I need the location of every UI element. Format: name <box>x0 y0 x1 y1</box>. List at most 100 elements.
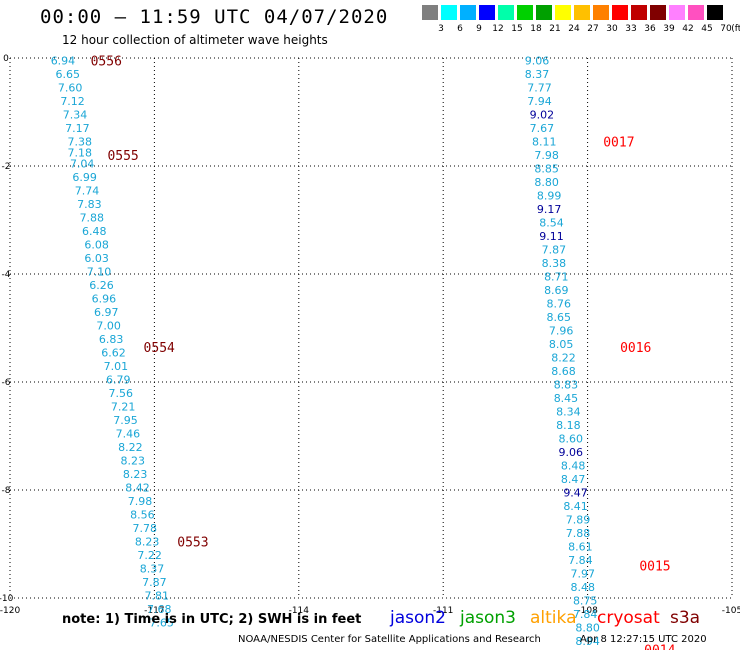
page-title: 00:00 — 11:59 UTC 04/07/2020 <box>40 6 389 28</box>
wave-height-value: 7.17 <box>65 122 90 135</box>
legend-entry-s3a: s3a <box>670 608 701 628</box>
lat-tick-label: -6 <box>2 378 11 388</box>
wave-height-value: 6.62 <box>101 346 126 359</box>
footnote: note: 1) Time is in UTC; 2) SWH is in fe… <box>62 612 362 627</box>
wave-height-value: 8.11 <box>532 136 557 149</box>
color-swatch <box>536 5 552 20</box>
wave-height-value: 7.46 <box>116 427 141 440</box>
color-scale-label: 33 <box>625 24 637 34</box>
wave-height-value: 8.68 <box>551 365 576 378</box>
wave-height-value: 7.22 <box>137 549 162 562</box>
legend-entry-altika: altika <box>530 608 577 628</box>
color-swatch <box>441 5 457 20</box>
orbit-label: 0556 <box>91 55 122 70</box>
wave-height-value: 7.98 <box>534 149 559 162</box>
wave-height-value: 7.18 <box>68 147 93 160</box>
wave-height-value: 6.83 <box>99 333 124 346</box>
lat-tick-label: 0 <box>3 54 9 64</box>
wave-height-value: 7.60 <box>58 82 83 95</box>
color-swatch <box>650 5 666 20</box>
orbit-label: 0555 <box>107 149 138 164</box>
wave-height-value: 7.94 <box>527 95 552 108</box>
color-swatch <box>669 5 685 20</box>
color-scale-label: 24 <box>568 24 580 34</box>
color-swatch <box>498 5 514 20</box>
color-scale-label: 42 <box>682 24 694 34</box>
wave-height-value: 6.99 <box>72 171 97 184</box>
page-subtitle: 12 hour collection of altimeter wave hei… <box>62 33 328 47</box>
color-swatch <box>517 5 533 20</box>
orbit-label: 0017 <box>603 136 634 151</box>
lon-tick-label: -114 <box>289 606 310 616</box>
wave-height-value: 8.54 <box>539 217 564 230</box>
wave-height-value: 8.23 <box>120 454 145 467</box>
color-scale-label: 30 <box>606 24 618 34</box>
color-scale-label: 21 <box>549 24 561 34</box>
color-swatch <box>631 5 647 20</box>
wave-height-value: 7.68 <box>147 603 172 616</box>
lat-tick-label: -2 <box>2 162 11 172</box>
wave-height-value: 9.06 <box>559 446 584 459</box>
wave-height-value: 8.99 <box>537 190 562 203</box>
wave-height-value: 6.79 <box>106 373 131 386</box>
color-scale-label: 39 <box>663 24 675 34</box>
wave-height-value: 7.00 <box>96 319 121 332</box>
wave-height-value: 7.96 <box>549 325 574 338</box>
color-scale-label: 27 <box>587 24 599 34</box>
wave-height-value: 8.56 <box>130 508 155 521</box>
wave-height-value: 7.78 <box>133 522 158 535</box>
wave-height-value: 8.18 <box>556 419 581 432</box>
wave-height-value: 8.85 <box>534 163 559 176</box>
wave-height-value: 7.10 <box>87 265 112 278</box>
lon-tick-label: -111 <box>433 606 453 616</box>
color-swatch <box>555 5 571 20</box>
wave-height-value: 7.87 <box>142 576 167 589</box>
lon-tick-label: -117 <box>144 606 164 616</box>
wave-height-value: 8.23 <box>135 535 160 548</box>
color-scale-label: 70 <box>720 24 732 34</box>
wave-height-value: 7.04 <box>70 157 95 170</box>
wave-height-value: 8.41 <box>563 500 588 513</box>
lon-tick-label: -105 <box>722 606 740 616</box>
orbit-label: 0554 <box>144 341 175 356</box>
wave-height-value: 7.77 <box>527 82 552 95</box>
color-scale-label: 12 <box>492 24 504 34</box>
orbit-label: 0014 <box>644 643 675 650</box>
wave-height-value: 8.48 <box>561 460 586 473</box>
wave-height-value: 7.65 <box>149 616 174 629</box>
wave-height-value: 6.03 <box>84 252 109 265</box>
color-scale-label: 9 <box>476 24 482 34</box>
color-scale-label: 18 <box>530 24 542 34</box>
wave-height-value: 7.38 <box>68 136 93 149</box>
color-swatch <box>479 5 495 20</box>
color-scale-label: 36 <box>644 24 656 34</box>
credit-line: NOAA/NESDIS Center for Satellite Applica… <box>238 634 541 645</box>
orbit-label: 0016 <box>620 341 651 356</box>
orbit-label: 0015 <box>639 560 670 575</box>
wave-height-value: 8.22 <box>118 441 143 454</box>
wave-height-value: 7.89 <box>566 514 591 527</box>
wave-height-value: 7.81 <box>145 589 170 602</box>
wave-height-value: 8.45 <box>554 392 579 405</box>
wave-height-value: 6.94 <box>51 55 76 68</box>
wave-height-value: 7.98 <box>128 495 153 508</box>
legend-entry-jason2: jason2 <box>390 608 446 628</box>
lat-tick-label: -10 <box>0 594 14 604</box>
wave-height-value: 9.17 <box>537 203 562 216</box>
wave-height-value: 7.67 <box>530 122 555 135</box>
wave-height-value: 7.84 <box>568 554 593 567</box>
wave-height-value: 7.56 <box>108 387 133 400</box>
wave-height-value: 8.34 <box>556 406 581 419</box>
color-swatch <box>688 5 704 20</box>
wave-height-value: 8.05 <box>549 338 574 351</box>
timestamp: Apr 8 12:27:15 UTC 2020 <box>580 634 707 645</box>
color-scale-label: 6 <box>457 24 463 34</box>
color-scale-unit: (ft) <box>731 24 740 34</box>
color-scale-label: 15 <box>511 24 523 34</box>
lat-tick-label: -8 <box>2 486 11 496</box>
wave-height-value: 8.76 <box>546 298 571 311</box>
wave-height-value: 6.26 <box>89 279 114 292</box>
color-swatch <box>574 5 590 20</box>
wave-height-value: 9.11 <box>539 230 564 243</box>
wave-height-value: 8.37 <box>525 68 550 81</box>
